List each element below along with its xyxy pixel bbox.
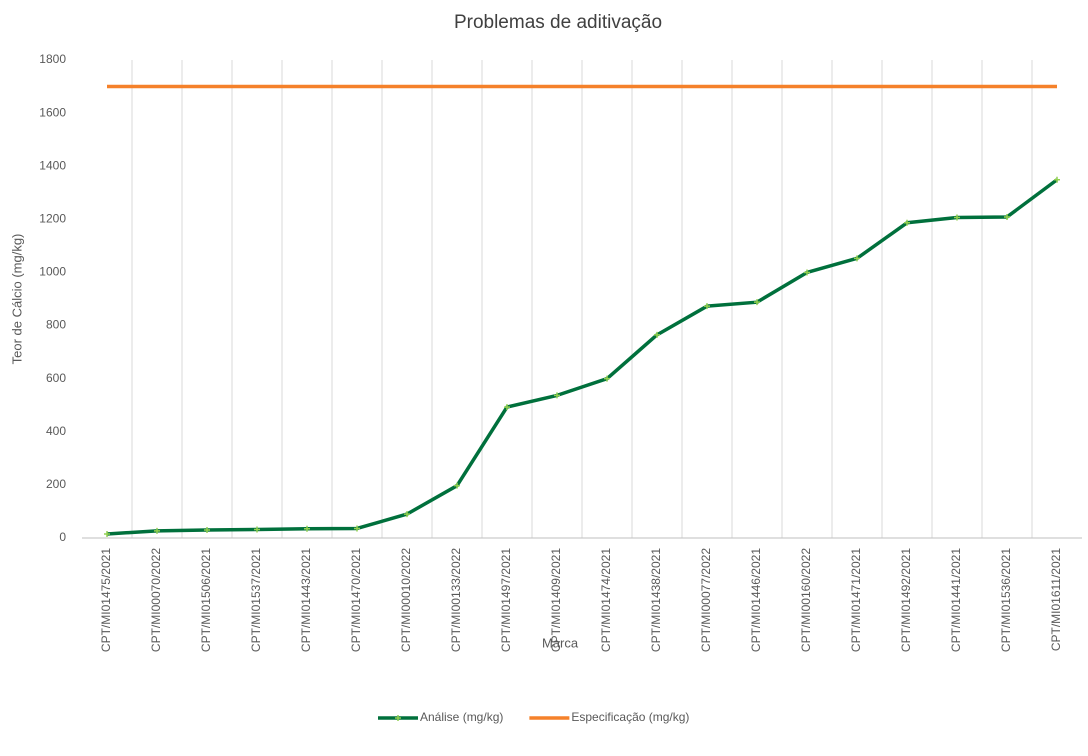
point-marker <box>804 269 810 276</box>
point-marker <box>354 525 360 532</box>
x-tick-label: CPT/MI01492/2021 <box>899 548 913 652</box>
chart-title: Problemas de aditivação <box>454 12 662 33</box>
x-tick-label: CPT/MI00010/2022 <box>399 548 413 652</box>
point-marker <box>654 331 660 338</box>
y-tick-label: 600 <box>46 371 66 385</box>
x-tick-label: CPT/MI01446/2021 <box>749 548 763 652</box>
point-marker <box>404 511 410 518</box>
x-tick-label: CPT/MI01443/2021 <box>299 548 313 652</box>
y-tick-label: 1600 <box>39 105 66 119</box>
x-tick-label: CPT/MI01497/2021 <box>499 548 513 652</box>
legend-label: Especificação (mg/kg) <box>571 710 689 724</box>
y-tick-label: 0 <box>59 530 66 544</box>
x-tick-label: CPT/MI01506/2021 <box>199 548 213 652</box>
y-tick-label: 200 <box>46 477 66 491</box>
x-tick-label: CPT/MI01438/2021 <box>649 548 663 652</box>
x-tick-label: CPT/MI01409/2021 <box>549 548 563 652</box>
point-marker <box>754 299 760 306</box>
x-tick-label: CPT/MI01537/2021 <box>249 548 263 652</box>
point-marker <box>704 303 710 310</box>
series-line <box>106 178 1059 536</box>
x-tick-label: CPT/MI01471/2021 <box>849 548 863 652</box>
point-marker <box>304 525 310 532</box>
y-tick-label: 1200 <box>39 212 66 226</box>
x-axis-title: Marca <box>542 635 579 650</box>
legend-label: Análise (mg/kg) <box>420 710 503 724</box>
point-marker <box>504 404 510 411</box>
x-tick-label: CPT/MI00077/2022 <box>699 548 713 652</box>
point-marker <box>254 526 260 533</box>
legend-marker <box>395 715 401 721</box>
x-tick-label: CPT/MI01536/2021 <box>999 548 1013 652</box>
y-axis-title: Teor de Cálcio (mg/kg) <box>9 234 24 365</box>
point-marker <box>104 531 110 538</box>
x-tick-label: CPT/MI01475/2021 <box>99 548 113 652</box>
point-marker <box>1054 176 1060 183</box>
x-tick-label: CPT/MI01611/2021 <box>1049 548 1063 651</box>
point-marker <box>204 527 210 534</box>
point-marker <box>854 255 860 262</box>
y-tick-label: 400 <box>46 424 66 438</box>
point-marker <box>1004 213 1010 220</box>
point-marker <box>554 392 560 399</box>
point-marker <box>954 214 960 221</box>
x-tick-label: CPT/MI00133/2022 <box>449 548 463 652</box>
x-tick-label: CPT/MI00160/2022 <box>799 548 813 652</box>
y-tick-label: 1400 <box>39 158 66 172</box>
point-marker <box>904 219 910 226</box>
point-marker <box>454 482 460 489</box>
y-tick-label: 800 <box>46 318 66 332</box>
x-tick-label: CPT/MI00070/2022 <box>149 548 163 652</box>
y-tick-label: 1000 <box>39 265 66 279</box>
point-marker <box>604 375 610 382</box>
x-tick-label: CPT/MI01441/2021 <box>949 548 963 652</box>
x-tick-label: CPT/MI01470/2021 <box>349 548 363 652</box>
point-marker <box>154 527 160 534</box>
x-tick-label: CPT/MI01474/2021 <box>599 548 613 652</box>
y-tick-label: 1800 <box>39 52 66 66</box>
